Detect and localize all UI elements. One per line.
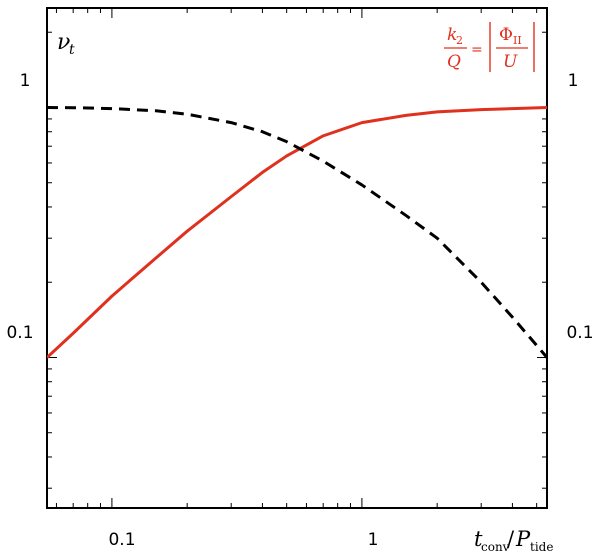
x-tick-label-1: 1 (368, 530, 379, 550)
x-axis-label-t-sub: conv (481, 540, 510, 554)
annotation-phi: Φ (499, 25, 513, 45)
x-axis-label: t conv / P tide (474, 527, 553, 554)
x-axis-label-t: t (474, 527, 483, 551)
x-tick-label-0-1: 0.1 (108, 530, 135, 550)
curve-annotation: k 2 Q = Φ II U (444, 22, 535, 72)
y-tick-label-right-1: 1 (568, 71, 579, 91)
series-line-solid (47, 105, 547, 359)
annotation-phi-sub: II (513, 34, 522, 47)
y-axis-label-nu: ν (57, 30, 70, 55)
x-axis-label-p-sub: tide (530, 540, 553, 554)
annotation-q: Q (447, 52, 461, 72)
annotation-equals: = (471, 42, 483, 58)
axis-ticks (47, 8, 547, 508)
plot-frame (46, 7, 548, 509)
annotation-k: k (447, 25, 457, 45)
x-axis-label-slash: / (507, 527, 515, 551)
y-tick-label-left-1: 1 (20, 71, 31, 91)
y-tick-label-right-0-1: 0.1 (566, 323, 593, 343)
y-axis-label: ν t (57, 30, 75, 58)
series-line-dashed (47, 105, 547, 359)
y-tick-label-left-0-1: 0.1 (6, 323, 33, 343)
y-axis-label-sub: t (69, 42, 75, 58)
annotation-k-sub: 2 (456, 34, 463, 47)
x-axis-label-p: P (515, 527, 531, 551)
series-group (47, 105, 547, 359)
annotation-u: U (503, 52, 518, 72)
